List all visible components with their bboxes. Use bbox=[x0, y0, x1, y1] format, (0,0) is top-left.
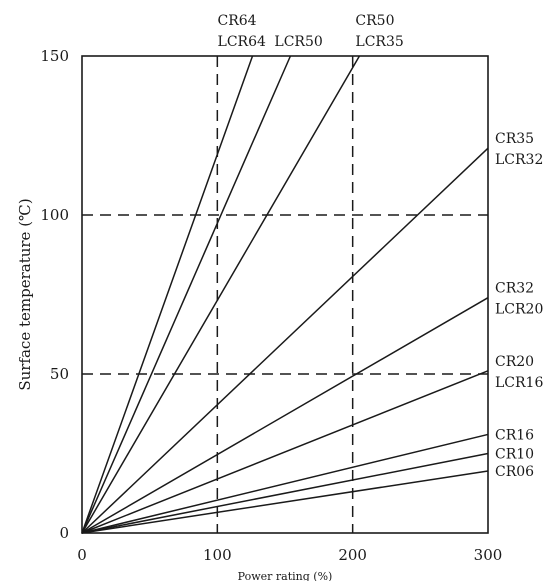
series-label-cr20-lcr16: CR20 LCR16 bbox=[495, 354, 543, 391]
series-label-cr06: CR06 bbox=[495, 464, 534, 480]
y-tick-label: 100 bbox=[40, 206, 69, 224]
series-label-cr10: CR10 bbox=[495, 447, 534, 463]
series-line-cr20-lcr16 bbox=[81, 370, 489, 534]
y-tick-label: 50 bbox=[50, 365, 69, 383]
series-line-lcr50 bbox=[81, 55, 292, 534]
y-axis-ticks: 0 50 100 150 bbox=[40, 47, 69, 542]
series-labels: CR64 LCR64 LCR50 CR50 LCR35 CR35 LCR32 CR32 LCR2… bbox=[218, 13, 544, 480]
plot-frame bbox=[81, 55, 489, 534]
series-line-cr64-lcr64 bbox=[81, 55, 254, 534]
series-line-cr50-lcr35 bbox=[81, 55, 361, 534]
series-label-cr50-lcr35: CR50 LCR35 bbox=[355, 13, 403, 50]
x-tick-label: 300 bbox=[474, 546, 503, 564]
x-tick-label: 200 bbox=[338, 546, 367, 564]
x-tick-label: 0 bbox=[77, 546, 87, 564]
series-line-cr16 bbox=[81, 433, 489, 534]
series-label-cr16: CR16 bbox=[495, 427, 534, 443]
series-line-cr06 bbox=[81, 470, 489, 534]
series-line-cr32-lcr20 bbox=[81, 297, 489, 534]
x-tick-label: 100 bbox=[203, 546, 232, 564]
series-label-cr64-lcr64: CR64 LCR64 bbox=[218, 13, 266, 50]
series-label-lcr50: LCR50 bbox=[274, 34, 322, 50]
y-axis-title: Surface temperature (℃) bbox=[16, 198, 34, 390]
series-label-cr35-lcr32: CR35 LCR32 bbox=[495, 131, 543, 168]
series-label-cr32-lcr20: CR32 LCR20 bbox=[495, 281, 543, 318]
series-line-cr10 bbox=[81, 452, 489, 534]
x-axis-title: Power rating (%) bbox=[238, 570, 333, 581]
reference-lines bbox=[82, 56, 488, 533]
x-axis-ticks: 0 100 200 300 bbox=[77, 546, 502, 564]
series-line-cr35-lcr32 bbox=[81, 147, 489, 534]
y-tick-label: 0 bbox=[59, 524, 69, 542]
y-tick-label: 150 bbox=[40, 47, 69, 65]
series-lines bbox=[81, 55, 489, 534]
